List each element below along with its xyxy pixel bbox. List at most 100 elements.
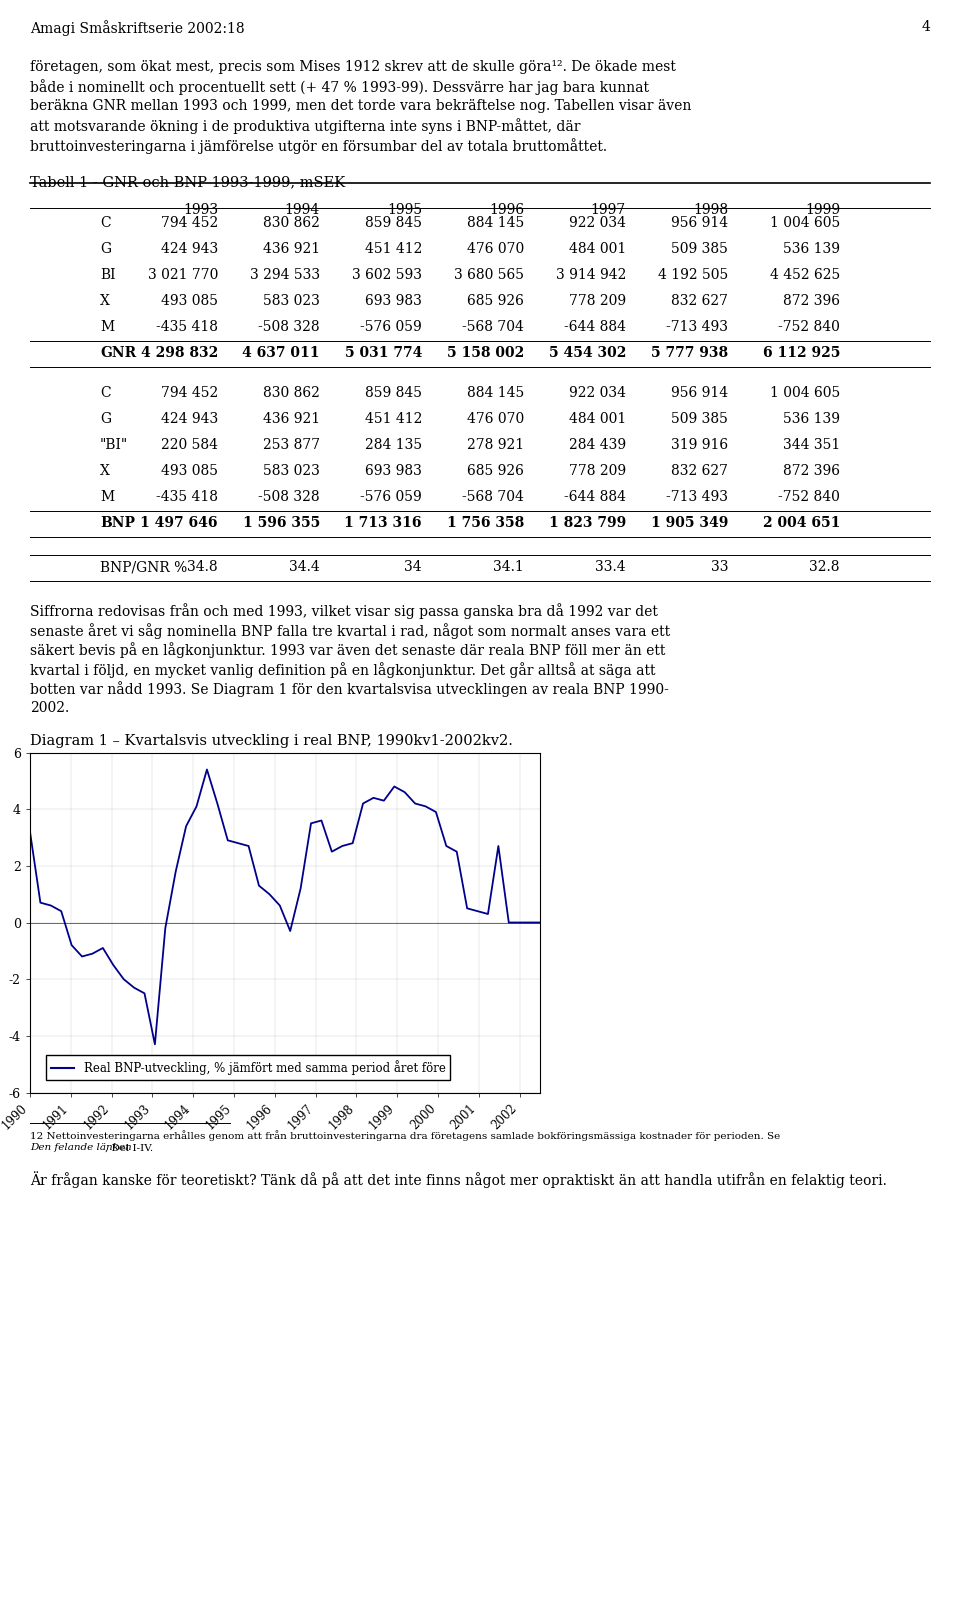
Text: 1 823 799: 1 823 799 — [549, 516, 626, 530]
Text: -752 840: -752 840 — [779, 490, 840, 505]
Text: 33.4: 33.4 — [595, 559, 626, 574]
Text: 220 584: 220 584 — [161, 438, 218, 453]
Text: 1996: 1996 — [489, 204, 524, 218]
Text: 344 351: 344 351 — [782, 438, 840, 453]
Text: 12 Nettoinvesteringarna erhålles genom att från bruttoinvesteringarna dra företa: 12 Nettoinvesteringarna erhålles genom a… — [30, 1130, 780, 1142]
Text: 1 905 349: 1 905 349 — [651, 516, 728, 530]
Text: 436 921: 436 921 — [263, 243, 320, 255]
Text: 884 145: 884 145 — [467, 386, 524, 399]
Text: 476 070: 476 070 — [467, 243, 524, 255]
Text: C: C — [100, 386, 110, 399]
Text: 922 034: 922 034 — [569, 217, 626, 230]
Text: -568 704: -568 704 — [462, 320, 524, 335]
Text: 693 983: 693 983 — [365, 294, 422, 309]
Text: -435 418: -435 418 — [156, 490, 218, 505]
Text: BNP: BNP — [100, 516, 135, 530]
Text: 1 497 646: 1 497 646 — [140, 516, 218, 530]
Text: 4 192 505: 4 192 505 — [658, 268, 728, 281]
Text: både i nominellt och procentuellt sett (+ 47 % 1993-99). Dessvärre har jag bara : både i nominellt och procentuellt sett (… — [30, 79, 649, 95]
Text: 6 112 925: 6 112 925 — [762, 346, 840, 361]
Text: -508 328: -508 328 — [258, 490, 320, 505]
Text: 476 070: 476 070 — [467, 412, 524, 427]
Text: 859 845: 859 845 — [365, 217, 422, 230]
Text: 536 139: 536 139 — [783, 412, 840, 427]
Text: 1998: 1998 — [693, 204, 728, 218]
Text: 1 756 358: 1 756 358 — [446, 516, 524, 530]
Text: 319 916: 319 916 — [671, 438, 728, 453]
Text: 253 877: 253 877 — [263, 438, 320, 453]
Text: 832 627: 832 627 — [671, 294, 728, 309]
Text: 872 396: 872 396 — [783, 294, 840, 309]
Text: 424 943: 424 943 — [160, 243, 218, 255]
Text: 493 085: 493 085 — [161, 464, 218, 479]
Text: 4: 4 — [922, 19, 930, 34]
Text: 4 452 625: 4 452 625 — [770, 268, 840, 281]
Text: G: G — [100, 412, 111, 427]
Text: 1 004 605: 1 004 605 — [770, 386, 840, 399]
Text: 884 145: 884 145 — [467, 217, 524, 230]
Text: 5 031 774: 5 031 774 — [345, 346, 422, 361]
Text: 1994: 1994 — [285, 204, 320, 218]
Text: -752 840: -752 840 — [779, 320, 840, 335]
Text: BI: BI — [100, 268, 115, 281]
Text: 33: 33 — [710, 559, 728, 574]
Text: 830 862: 830 862 — [263, 217, 320, 230]
Text: 1993: 1993 — [182, 204, 218, 218]
Text: 451 412: 451 412 — [365, 412, 422, 427]
Text: -713 493: -713 493 — [666, 490, 728, 505]
Text: 922 034: 922 034 — [569, 386, 626, 399]
Text: 34.4: 34.4 — [289, 559, 320, 574]
Text: 1 713 316: 1 713 316 — [345, 516, 422, 530]
Text: 1 004 605: 1 004 605 — [770, 217, 840, 230]
Text: 859 845: 859 845 — [365, 386, 422, 399]
Text: kvartal i följd, en mycket vanlig definition på en lågkonjunktur. Det går alltså: kvartal i följd, en mycket vanlig defini… — [30, 661, 656, 678]
Text: att motsvarande ökning i de produktiva utgifterna inte syns i BNP-måttet, där: att motsvarande ökning i de produktiva u… — [30, 118, 581, 134]
Text: 536 139: 536 139 — [783, 243, 840, 255]
Text: M: M — [100, 320, 114, 335]
Text: bruttoinvesteringarna i jämförelse utgör en försumbar del av totala bruttomåttet: bruttoinvesteringarna i jämförelse utgör… — [30, 137, 607, 154]
Text: 5 158 002: 5 158 002 — [446, 346, 524, 361]
Text: 424 943: 424 943 — [160, 412, 218, 427]
Text: säkert bevis på en lågkonjunktur. 1993 var även det senaste där reala BNP föll m: säkert bevis på en lågkonjunktur. 1993 v… — [30, 642, 665, 658]
Text: 284 439: 284 439 — [569, 438, 626, 453]
Text: 509 385: 509 385 — [671, 243, 728, 255]
Text: 872 396: 872 396 — [783, 464, 840, 479]
Text: 583 023: 583 023 — [263, 464, 320, 479]
Text: X: X — [100, 464, 109, 479]
Text: 3 914 942: 3 914 942 — [556, 268, 626, 281]
Text: X: X — [100, 294, 109, 309]
Text: , Del I-IV.: , Del I-IV. — [105, 1143, 154, 1153]
Text: 693 983: 693 983 — [365, 464, 422, 479]
Text: 1995: 1995 — [387, 204, 422, 218]
Text: 794 452: 794 452 — [160, 217, 218, 230]
Text: 956 914: 956 914 — [671, 386, 728, 399]
Text: 830 862: 830 862 — [263, 386, 320, 399]
Text: -576 059: -576 059 — [360, 490, 422, 505]
Text: 3 602 593: 3 602 593 — [352, 268, 422, 281]
Text: 5 777 938: 5 777 938 — [651, 346, 728, 361]
Text: -508 328: -508 328 — [258, 320, 320, 335]
Text: beräkna GNR mellan 1993 och 1999, men det torde vara bekräftelse nog. Tabellen v: beräkna GNR mellan 1993 och 1999, men de… — [30, 99, 691, 113]
Text: 778 209: 778 209 — [569, 464, 626, 479]
Text: 2002.: 2002. — [30, 702, 69, 715]
Text: 1 596 355: 1 596 355 — [243, 516, 320, 530]
Text: Är frågan kanske för teoretiskt? Tänk då på att det inte finns något mer oprakti: Är frågan kanske för teoretiskt? Tänk då… — [30, 1171, 887, 1188]
Text: 685 926: 685 926 — [468, 294, 524, 309]
Text: 778 209: 778 209 — [569, 294, 626, 309]
Text: 956 914: 956 914 — [671, 217, 728, 230]
Text: BNP/GNR %: BNP/GNR % — [100, 559, 187, 574]
Text: -644 884: -644 884 — [564, 320, 626, 335]
Text: Den felande länken: Den felande länken — [30, 1143, 132, 1153]
Text: -576 059: -576 059 — [360, 320, 422, 335]
Text: 2 004 651: 2 004 651 — [762, 516, 840, 530]
Text: 583 023: 583 023 — [263, 294, 320, 309]
Text: 4 637 011: 4 637 011 — [243, 346, 320, 361]
Text: 3 294 533: 3 294 533 — [250, 268, 320, 281]
Text: 484 001: 484 001 — [568, 412, 626, 427]
Text: 685 926: 685 926 — [468, 464, 524, 479]
Text: "BI": "BI" — [100, 438, 129, 453]
Text: senaste året vi såg nominella BNP falla tre kvartal i rad, något som normalt ans: senaste året vi såg nominella BNP falla … — [30, 623, 670, 639]
Text: 794 452: 794 452 — [160, 386, 218, 399]
Text: 451 412: 451 412 — [365, 243, 422, 255]
Text: C: C — [100, 217, 110, 230]
